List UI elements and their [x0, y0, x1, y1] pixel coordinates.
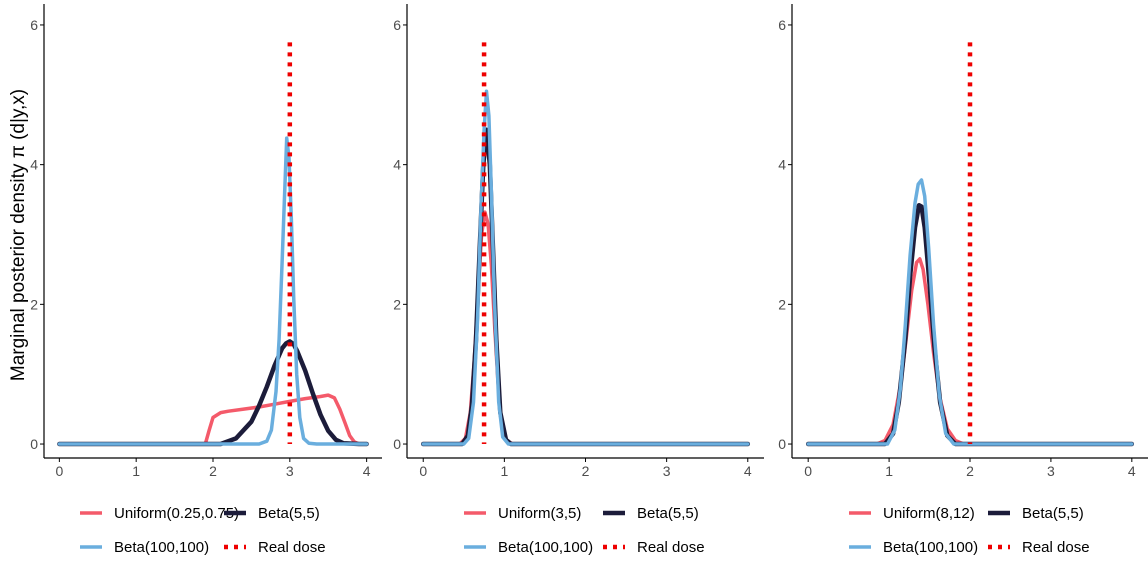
y-tick-label: 4 — [30, 157, 38, 173]
series-line-beta55 — [420, 127, 751, 447]
x-tick-label: 4 — [363, 463, 371, 479]
x-tick-label: 3 — [1047, 463, 1055, 479]
y-tick-label: 0 — [393, 436, 401, 452]
x-tick-label: 3 — [286, 463, 294, 479]
panel-1: 0 2 4 6 0 1 2 3 4 Uniform(0.25,0.75) Beta(5,5) Beta… — [30, 4, 382, 556]
y-tick-label: 2 — [393, 296, 401, 312]
series-line-beta100 — [57, 136, 369, 446]
y-tick-label: 0 — [30, 436, 38, 452]
x-tick-label: 3 — [663, 463, 671, 479]
y-tick-label: 2 — [30, 296, 38, 312]
y-tick-label: 6 — [393, 17, 401, 33]
x-tick-label: 0 — [55, 463, 63, 479]
legend-label: Uniform(8,12) — [883, 505, 975, 522]
y-tick-label: 4 — [393, 157, 401, 173]
y-tick-label: 6 — [778, 17, 786, 33]
legend-label: Uniform(3,5) — [498, 505, 581, 522]
panel-2: 0 2 4 6 0 1 2 3 4 Uniform(3,5) Beta(5,5) Beta(100,1… — [393, 4, 764, 556]
x-tick-label: 2 — [966, 463, 974, 479]
x-tick-label: 0 — [804, 463, 812, 479]
legend-label: Beta(5,5) — [1022, 505, 1084, 522]
legend-label: Real dose — [637, 539, 705, 556]
legend-label: Beta(100,100) — [114, 539, 209, 556]
y-axis-label: Marginal posterior density π (d|y,x) — [8, 89, 29, 381]
x-tick-label: 1 — [885, 463, 893, 479]
y-tick-label: 0 — [778, 436, 786, 452]
x-tick-label: 1 — [132, 463, 140, 479]
x-tick-label: 4 — [1128, 463, 1136, 479]
x-tick-label: 2 — [209, 463, 217, 479]
series-line-beta100 — [421, 89, 750, 446]
y-tick-label: 4 — [778, 157, 786, 173]
legend-label: Beta(100,100) — [883, 539, 978, 556]
y-tick-label: 6 — [30, 17, 38, 33]
legend-label: Beta(5,5) — [258, 505, 320, 522]
x-tick-label: 1 — [500, 463, 508, 479]
legend-label: Uniform(0.25,0.75) — [114, 505, 239, 522]
panel-3: 0 2 4 6 0 1 2 3 4 Uniform(8,12) Beta(5,5) Beta(100,… — [778, 4, 1148, 556]
x-tick-label: 4 — [744, 463, 752, 479]
series-line-uniform — [806, 257, 1134, 446]
legend-label: Beta(100,100) — [498, 539, 593, 556]
legend: Uniform(8,12) Beta(5,5) Beta(100,100) Real … — [849, 505, 1090, 556]
legend-label: Beta(5,5) — [637, 505, 699, 522]
legend: Uniform(0.25,0.75) Beta(5,5) Beta(100,100)… — [80, 505, 326, 556]
y-tick-label: 2 — [778, 296, 786, 312]
legend-label: Real dose — [1022, 539, 1090, 556]
legend: Uniform(3,5) Beta(5,5) Beta(100,100) Real d… — [464, 505, 705, 556]
x-tick-label: 2 — [582, 463, 590, 479]
series-line-beta55 — [57, 339, 369, 447]
x-tick-label: 0 — [419, 463, 427, 479]
legend-label: Real dose — [258, 539, 326, 556]
series-line-beta100 — [806, 178, 1134, 446]
